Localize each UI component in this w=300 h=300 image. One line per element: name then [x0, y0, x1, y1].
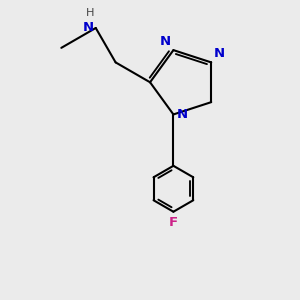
Text: F: F	[169, 216, 178, 229]
Text: N: N	[160, 35, 171, 48]
Text: N: N	[177, 108, 188, 121]
Text: N: N	[83, 22, 94, 34]
Text: H: H	[86, 8, 94, 18]
Text: N: N	[214, 47, 225, 60]
